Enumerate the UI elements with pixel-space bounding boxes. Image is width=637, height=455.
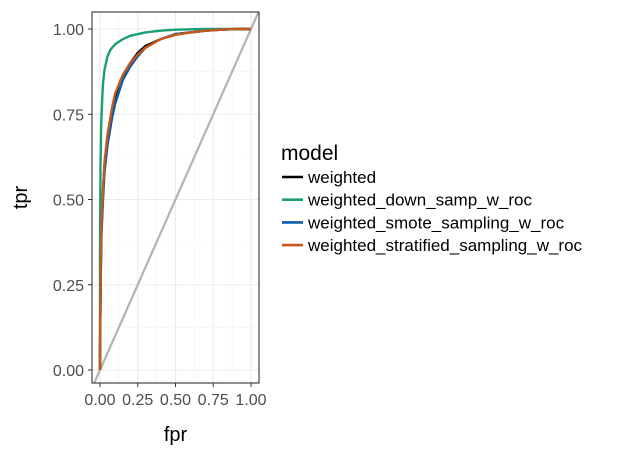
y-tick-label: 1.00 (53, 22, 84, 39)
legend-item-weighted-down-samp-w-roc: weighted_down_samp_w_roc (282, 191, 532, 210)
series-layer (93, 12, 259, 383)
reference-diagonal (93, 12, 259, 383)
legend-item-weighted-stratified-sampling-w-roc: weighted_stratified_sampling_w_roc (282, 236, 583, 255)
legend-title: model (281, 142, 338, 165)
x-axis: 0.00 0.25 0.50 0.75 1.00 (84, 383, 267, 409)
legend-label: weighted_down_samp_w_roc (307, 191, 532, 210)
legend-item-weighted-smote-sampling-w-roc: weighted_smote_sampling_w_roc (282, 213, 565, 232)
legend-items: weighted weighted_down_samp_w_roc weighted… (282, 168, 583, 255)
x-tick-label: 0.25 (122, 392, 153, 409)
x-tick-label: 0.75 (198, 392, 229, 409)
x-tick-label: 0.00 (84, 392, 115, 409)
x-tick-label: 1.00 (235, 392, 266, 409)
x-axis-title: fpr (164, 424, 188, 446)
y-tick-label: 0.50 (53, 193, 84, 210)
legend-label: weighted_stratified_sampling_w_roc (307, 236, 583, 255)
y-tick-label: 0.00 (53, 363, 84, 380)
legend-label: weighted_smote_sampling_w_roc (307, 213, 565, 232)
y-tick-label: 0.25 (53, 278, 84, 295)
legend-label: weighted (307, 168, 376, 187)
y-axis: 0.00 0.25 0.50 0.75 1.00 (53, 22, 92, 380)
series-line-weighted-down-samp-w-roc (98, 27, 251, 370)
x-tick-label: 0.50 (160, 392, 191, 409)
y-tick-label: 0.75 (53, 107, 84, 124)
legend: model weightedweighted_down_samp_w_rocwe… (281, 142, 583, 255)
series-line-weighted-stratified-sampling-w-roc (98, 27, 251, 370)
y-axis-title: tpr (10, 185, 32, 209)
legend-item-weighted: weighted (282, 168, 376, 187)
